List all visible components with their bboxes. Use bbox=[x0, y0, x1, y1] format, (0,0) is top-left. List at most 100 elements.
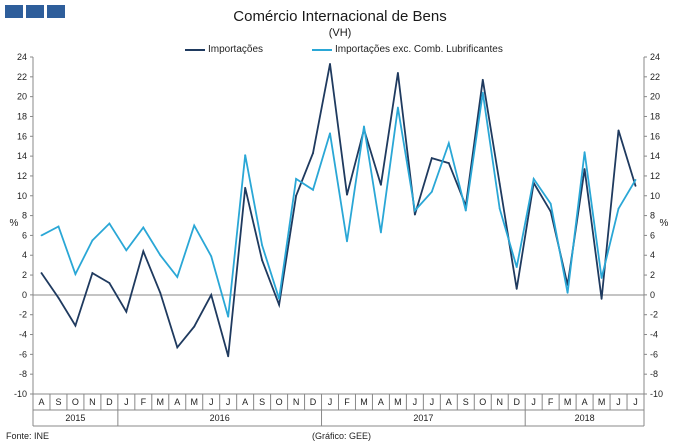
x-tick-label: N bbox=[496, 397, 503, 407]
data-point-importacoes bbox=[515, 288, 518, 290]
x-tick-label: J bbox=[616, 397, 621, 407]
data-point-importacoes-exc bbox=[40, 234, 43, 237]
y-axis-label-left: % bbox=[10, 218, 19, 229]
data-point-importacoes-exc bbox=[346, 240, 348, 243]
logo-square bbox=[26, 5, 44, 18]
year-label: 2018 bbox=[575, 413, 595, 423]
x-tick-label: J bbox=[328, 397, 333, 407]
x-tick-label: S bbox=[463, 397, 469, 407]
x-tick-label: J bbox=[531, 397, 536, 407]
x-tick-label: J bbox=[413, 397, 418, 407]
x-tick-label: O bbox=[72, 397, 79, 407]
y-tick-label-right: 22 bbox=[650, 72, 660, 82]
y-tick-label-left: 16 bbox=[17, 131, 27, 141]
y-tick-label-right: 24 bbox=[650, 52, 660, 62]
data-point-importacoes bbox=[600, 297, 603, 300]
y-tick-label-left: 18 bbox=[17, 111, 27, 121]
x-tick-label: D bbox=[310, 397, 317, 407]
data-point-importacoes bbox=[549, 210, 552, 213]
data-point-importacoes bbox=[261, 259, 264, 262]
y-tick-label-left: 8 bbox=[22, 211, 27, 221]
legend-label: Importações exc. Comb. Lubrificantes bbox=[335, 44, 503, 55]
data-point-importacoes bbox=[142, 250, 145, 253]
data-point-importacoes-exc bbox=[210, 255, 213, 258]
data-point-importacoes-exc bbox=[447, 142, 450, 145]
data-point-importacoes bbox=[413, 213, 416, 216]
x-tick-label: N bbox=[89, 397, 96, 407]
data-point-importacoes bbox=[481, 78, 484, 81]
data-point-importacoes bbox=[193, 325, 196, 328]
data-point-importacoes-exc bbox=[617, 207, 620, 210]
data-point-importacoes-exc bbox=[566, 292, 569, 294]
y-tick-label-right: 0 bbox=[650, 290, 655, 300]
data-point-importacoes bbox=[244, 186, 247, 189]
x-tick-label: S bbox=[55, 397, 61, 407]
data-point-importacoes-exc bbox=[176, 276, 179, 278]
data-point-importacoes-exc bbox=[481, 91, 484, 94]
data-point-importacoes bbox=[380, 183, 382, 186]
y-tick-label-left: 20 bbox=[17, 92, 27, 102]
y-tick-label-right: -6 bbox=[650, 349, 658, 359]
x-tick-label: D bbox=[513, 397, 520, 407]
data-point-importacoes bbox=[397, 71, 399, 74]
data-point-importacoes bbox=[295, 194, 297, 197]
x-tick-label: J bbox=[209, 397, 214, 407]
x-tick-label: A bbox=[378, 397, 384, 407]
data-point-importacoes-exc bbox=[515, 266, 518, 269]
logo-square bbox=[5, 5, 23, 18]
data-point-importacoes-exc bbox=[312, 188, 314, 191]
x-tick-label: M bbox=[360, 397, 368, 407]
data-point-importacoes-exc bbox=[600, 277, 603, 279]
chart-subtitle: (VH) bbox=[328, 27, 352, 39]
x-tick-label: N bbox=[293, 397, 300, 407]
y-tick-label-left: -10 bbox=[14, 389, 27, 399]
data-point-importacoes-exc bbox=[397, 106, 399, 109]
data-point-importacoes bbox=[329, 63, 331, 65]
data-point-importacoes-exc bbox=[583, 151, 586, 154]
data-point-importacoes bbox=[57, 296, 60, 299]
data-point-importacoes bbox=[176, 346, 179, 349]
x-tick-label: F bbox=[141, 397, 147, 407]
year-label: 2017 bbox=[413, 413, 433, 423]
y-tick-label-right: 2 bbox=[650, 270, 655, 280]
legend-item-importacoes: Importações bbox=[185, 44, 263, 55]
legend-label: Importações bbox=[208, 44, 264, 55]
data-point-importacoes bbox=[447, 162, 450, 164]
legend: Importações Importações exc. Comb. Lubri… bbox=[0, 44, 680, 58]
data-point-importacoes-exc bbox=[295, 178, 297, 180]
x-tick-label: M bbox=[157, 397, 165, 407]
data-point-importacoes bbox=[583, 168, 586, 170]
data-point-importacoes bbox=[617, 129, 620, 132]
data-point-importacoes-exc bbox=[125, 249, 128, 252]
y-tick-label-left: 22 bbox=[17, 72, 27, 82]
data-point-importacoes-exc bbox=[532, 178, 535, 180]
data-point-importacoes-exc bbox=[380, 231, 382, 234]
data-point-importacoes bbox=[430, 157, 433, 160]
x-tick-label: J bbox=[226, 397, 231, 407]
data-point-importacoes-exc bbox=[108, 222, 111, 225]
y-tick-label-left: 0 bbox=[22, 290, 27, 300]
data-point-importacoes-exc bbox=[261, 244, 264, 247]
x-tick-label: M bbox=[564, 397, 572, 407]
x-tick-label: A bbox=[38, 397, 44, 407]
credit-note: (Gráfico: GEE) bbox=[312, 431, 372, 441]
logo bbox=[5, 5, 65, 18]
y-tick-label-left: 14 bbox=[17, 151, 27, 161]
y-tick-label-right: 4 bbox=[650, 250, 655, 260]
y-tick-label-right: 8 bbox=[650, 211, 655, 221]
y-tick-label-left: -6 bbox=[19, 349, 27, 359]
x-tick-label: A bbox=[242, 397, 248, 407]
data-point-importacoes bbox=[210, 293, 213, 296]
x-tick-label: D bbox=[106, 397, 113, 407]
data-point-importacoes bbox=[498, 182, 501, 185]
logo-square bbox=[47, 5, 65, 18]
x-tick-label: M bbox=[598, 397, 606, 407]
data-point-importacoes-exc bbox=[413, 209, 416, 212]
data-point-importacoes-exc bbox=[74, 273, 77, 275]
x-tick-label: S bbox=[259, 397, 265, 407]
y-tick-label-left: 12 bbox=[17, 171, 27, 181]
data-point-importacoes bbox=[312, 152, 314, 155]
data-point-importacoes bbox=[346, 193, 348, 196]
data-point-importacoes-exc bbox=[464, 209, 467, 212]
data-point-importacoes-exc bbox=[278, 297, 280, 300]
